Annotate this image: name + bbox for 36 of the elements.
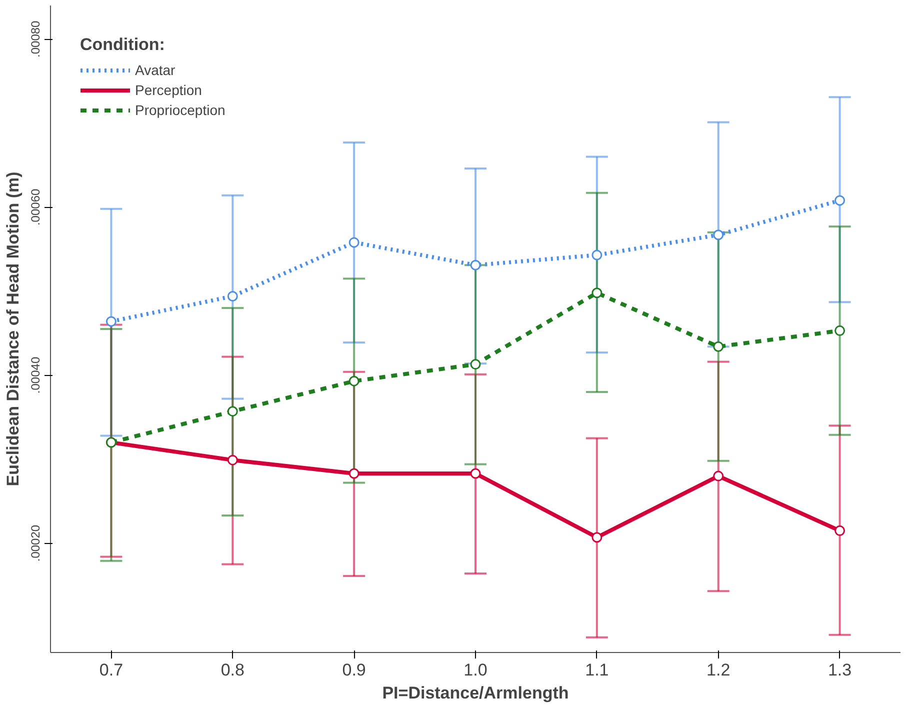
- legend-label: Perception: [135, 82, 202, 98]
- point: [713, 341, 724, 352]
- y-tick-label: .00040: [28, 356, 42, 394]
- legend-label: Proprioception: [135, 102, 226, 118]
- point: [470, 468, 481, 479]
- point: [834, 325, 846, 336]
- point: [592, 288, 602, 298]
- legend-title: Condition:: [80, 35, 166, 55]
- point: [227, 406, 238, 417]
- point: [348, 237, 360, 248]
- y-tick-label: .00060: [28, 188, 42, 226]
- x-tick-label: 0.8: [220, 660, 244, 680]
- x-tick-label: 1.2: [706, 660, 730, 680]
- point: [592, 250, 602, 260]
- point: [106, 316, 116, 327]
- point: [348, 468, 360, 479]
- point: [227, 454, 238, 466]
- point: [227, 290, 238, 302]
- x-tick-label: 1.3: [828, 660, 852, 680]
- x-tick-label: 1.1: [585, 660, 609, 680]
- y-axis-title: Euclidean Distance of Head Motion (m): [4, 172, 22, 486]
- point: [470, 359, 481, 370]
- x-axis-title: PI=Distance/Armlength: [382, 684, 569, 702]
- x-tick-label: 0.9: [342, 660, 366, 680]
- point: [834, 525, 846, 536]
- x-tick-label: 1.0: [464, 660, 488, 680]
- point: [834, 195, 846, 206]
- point: [713, 470, 724, 482]
- point: [470, 260, 481, 270]
- y-tick-label: .00020: [28, 524, 42, 562]
- y-tick-label: .00080: [28, 20, 42, 58]
- legend-label: Avatar: [135, 62, 176, 78]
- x-tick-label: 0.7: [99, 660, 124, 680]
- point: [592, 532, 602, 543]
- point: [713, 230, 724, 240]
- point: [348, 376, 360, 386]
